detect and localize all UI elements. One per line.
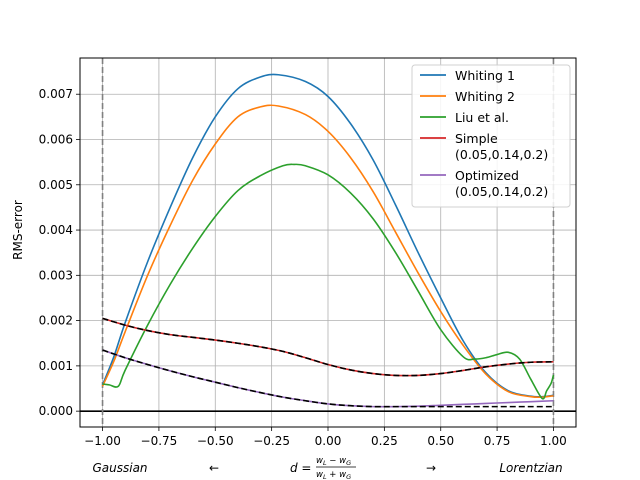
x-tick-label: 0.75 [484,434,511,448]
y-tick-label: 0.001 [39,359,73,373]
d-formula-label: d = wL − wG wL + wG [290,456,356,480]
legend-label: Simple (0.05,0.14,0.2) [455,131,548,162]
legend-box [411,64,571,208]
x-tick-label: 0.00 [315,434,342,448]
d-formula-denominator: wL + wG [316,470,351,480]
x-tick-label: −0.50 [197,434,234,448]
series-line [101,104,554,399]
legend-label: Liu et al. [455,110,509,125]
y-tick-label: 0.007 [39,87,73,101]
right-arrow-label: → [426,461,436,475]
d-formula-lhs: d = [290,461,312,475]
x-tick-label: −0.75 [141,434,178,448]
reference-lines [80,58,576,427]
y-tick-label: 0.003 [39,268,73,282]
y-tick-label: 0.006 [39,132,73,146]
x-axis-ticks: −1.00 −0.75 −0.50 −0.25 0.00 0.25 0.50 0.75 1.00 [84,427,567,448]
d-formula-numerator: wL − wG [316,456,351,467]
left-arrow-label: ← [209,461,219,475]
gaussian-label: Gaussian [92,461,147,475]
x-tick-label: 1.00 [540,434,567,448]
overlay-layer [102,317,554,408]
dashed-reference-line [102,349,554,408]
y-tick-label: 0.002 [39,314,73,328]
x-tick-label: −1.00 [84,434,121,448]
y-axis-label: RMS-error [11,200,25,260]
bottom-annotations: Gaussian ← d = wL − wG wL + wG → Lorentz… [92,456,562,480]
lorentzian-label: Lorentzian [499,461,562,475]
legend-label: Whiting 1 [455,68,515,83]
series-line [102,163,555,400]
y-tick-label: 0.005 [39,178,73,192]
y-tick-label: 0.004 [39,223,73,237]
legend-label: Optimized (0.05,0.14,0.2) [455,168,548,199]
legend: Whiting 1 Whiting 2 Liu et al. Simple (0.05,… [411,64,571,208]
x-tick-label: −0.25 [253,434,290,448]
legend-label: Whiting 2 [455,89,515,104]
x-tick-label: 0.50 [427,434,454,448]
y-axis-ticks: 0.000 0.001 0.002 0.003 0.004 0.005 0.006 0.007 [39,87,80,418]
x-tick-label: 0.25 [371,434,398,448]
dashed-reference-line [102,317,554,377]
y-tick-label: 0.000 [39,404,73,418]
